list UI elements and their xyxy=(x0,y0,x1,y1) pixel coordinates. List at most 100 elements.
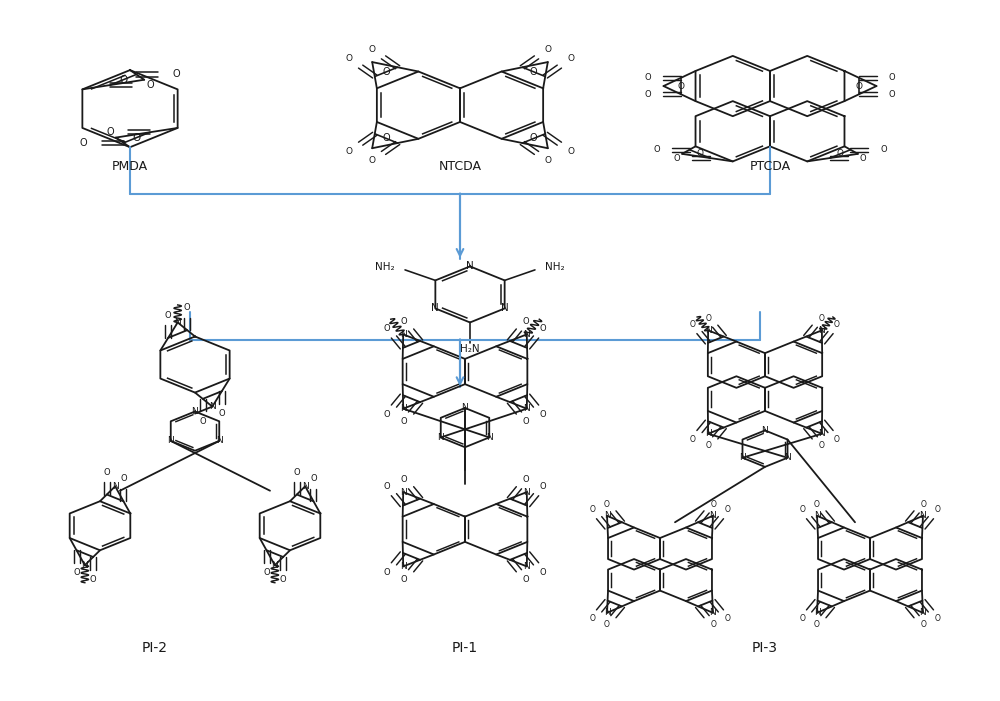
Text: N: N xyxy=(192,407,198,416)
Text: O: O xyxy=(401,475,407,484)
Text: O: O xyxy=(310,475,317,483)
Text: N: N xyxy=(501,304,509,313)
Text: N: N xyxy=(400,404,407,413)
Text: N: N xyxy=(818,326,825,335)
Text: N: N xyxy=(784,454,791,462)
Text: O: O xyxy=(710,500,716,508)
Text: O: O xyxy=(523,575,529,584)
Text: O: O xyxy=(818,442,824,450)
Text: N: N xyxy=(920,511,926,520)
Text: N: N xyxy=(462,404,468,412)
Text: O: O xyxy=(800,614,806,623)
Text: O: O xyxy=(604,620,610,629)
Text: O: O xyxy=(645,90,651,99)
Text: O: O xyxy=(90,575,96,584)
Text: O: O xyxy=(199,417,206,426)
Text: PI-2: PI-2 xyxy=(142,641,168,655)
Text: O: O xyxy=(920,500,926,508)
Text: NTCDA: NTCDA xyxy=(438,161,482,173)
Text: O: O xyxy=(818,314,824,322)
Text: N: N xyxy=(920,608,926,618)
Text: PMDA: PMDA xyxy=(112,161,148,173)
Text: O: O xyxy=(146,80,154,90)
Text: O: O xyxy=(540,410,546,419)
Text: N: N xyxy=(209,402,216,411)
Text: O: O xyxy=(567,147,574,156)
Text: PI-1: PI-1 xyxy=(452,641,478,655)
Text: N: N xyxy=(523,330,530,339)
Text: O: O xyxy=(934,614,940,623)
Text: O: O xyxy=(384,568,390,577)
Text: O: O xyxy=(920,620,926,629)
Text: N: N xyxy=(400,488,407,496)
Text: O: O xyxy=(674,154,680,163)
Text: O: O xyxy=(567,54,574,63)
Text: O: O xyxy=(401,317,407,326)
Text: O: O xyxy=(165,311,171,320)
Text: O: O xyxy=(889,90,895,99)
Text: O: O xyxy=(369,45,376,54)
Text: O: O xyxy=(346,147,353,156)
Text: O: O xyxy=(523,417,529,426)
Text: N: N xyxy=(710,511,716,520)
Text: O: O xyxy=(382,67,390,77)
Text: O: O xyxy=(530,67,538,77)
Text: O: O xyxy=(384,324,390,333)
Text: N: N xyxy=(167,437,174,445)
Text: O: O xyxy=(678,81,685,90)
Text: N: N xyxy=(112,482,119,491)
Text: N: N xyxy=(604,511,610,520)
Text: O: O xyxy=(173,69,180,79)
Text: O: O xyxy=(645,74,651,82)
Text: O: O xyxy=(384,482,390,491)
Text: O: O xyxy=(604,500,610,508)
Text: NH₂: NH₂ xyxy=(375,262,395,272)
Text: N: N xyxy=(739,454,746,462)
Text: O: O xyxy=(384,410,390,419)
Text: N: N xyxy=(400,330,407,339)
Text: O: O xyxy=(80,138,87,148)
Text: N: N xyxy=(523,562,530,571)
Text: O: O xyxy=(834,320,840,329)
Text: O: O xyxy=(369,156,376,165)
Text: O: O xyxy=(280,575,286,584)
Text: N: N xyxy=(466,261,474,271)
Text: N: N xyxy=(216,437,223,445)
Text: O: O xyxy=(523,475,529,484)
Text: N: N xyxy=(762,426,768,435)
Text: N: N xyxy=(818,429,825,438)
Text: N: N xyxy=(81,561,88,570)
Text: O: O xyxy=(855,81,862,90)
Text: N: N xyxy=(174,318,181,327)
Text: N: N xyxy=(431,304,439,313)
Text: O: O xyxy=(814,620,820,629)
Text: PI-3: PI-3 xyxy=(752,641,778,655)
Text: O: O xyxy=(530,133,538,144)
Text: O: O xyxy=(294,468,300,477)
Text: N: N xyxy=(523,404,530,413)
Text: N: N xyxy=(271,561,278,570)
Text: O: O xyxy=(724,614,730,623)
Text: O: O xyxy=(710,620,716,629)
Text: N: N xyxy=(400,562,407,571)
Text: O: O xyxy=(724,505,730,515)
Text: O: O xyxy=(544,45,551,54)
Text: O: O xyxy=(104,468,110,477)
Text: O: O xyxy=(540,568,546,577)
Text: O: O xyxy=(346,54,353,63)
Text: O: O xyxy=(540,324,546,333)
Text: O: O xyxy=(401,417,407,426)
Text: N: N xyxy=(705,326,712,335)
Text: PTCDA: PTCDA xyxy=(749,161,791,173)
Text: O: O xyxy=(889,74,895,82)
Text: O: O xyxy=(690,435,696,444)
Text: O: O xyxy=(401,575,407,584)
Text: O: O xyxy=(814,500,820,508)
Text: H₂N: H₂N xyxy=(460,344,480,354)
Text: O: O xyxy=(184,304,191,312)
Text: O: O xyxy=(653,145,660,154)
Text: N: N xyxy=(604,608,610,618)
Text: O: O xyxy=(837,149,844,158)
Text: O: O xyxy=(800,505,806,515)
Text: O: O xyxy=(544,156,551,165)
